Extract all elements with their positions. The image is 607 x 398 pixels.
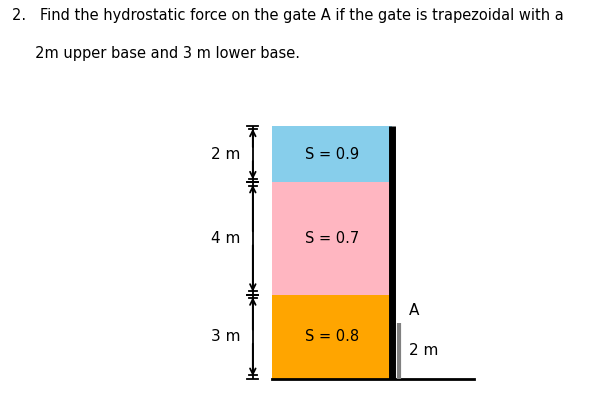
Bar bbox=[272, 182, 392, 295]
Bar bbox=[272, 295, 392, 379]
Text: 4 m: 4 m bbox=[211, 231, 240, 246]
Bar bbox=[272, 126, 392, 182]
Text: S = 0.7: S = 0.7 bbox=[305, 231, 359, 246]
Text: S = 0.9: S = 0.9 bbox=[305, 146, 359, 162]
Text: 2m upper base and 3 m lower base.: 2m upper base and 3 m lower base. bbox=[12, 46, 300, 61]
Text: 2 m: 2 m bbox=[211, 146, 240, 162]
Text: A: A bbox=[409, 303, 419, 318]
Text: S = 0.8: S = 0.8 bbox=[305, 329, 359, 344]
Text: 2 m: 2 m bbox=[409, 343, 438, 358]
Text: 3 m: 3 m bbox=[211, 329, 240, 344]
Text: 2.   Find the hydrostatic force on the gate A if the gate is trapezoidal with a: 2. Find the hydrostatic force on the gat… bbox=[12, 8, 564, 23]
